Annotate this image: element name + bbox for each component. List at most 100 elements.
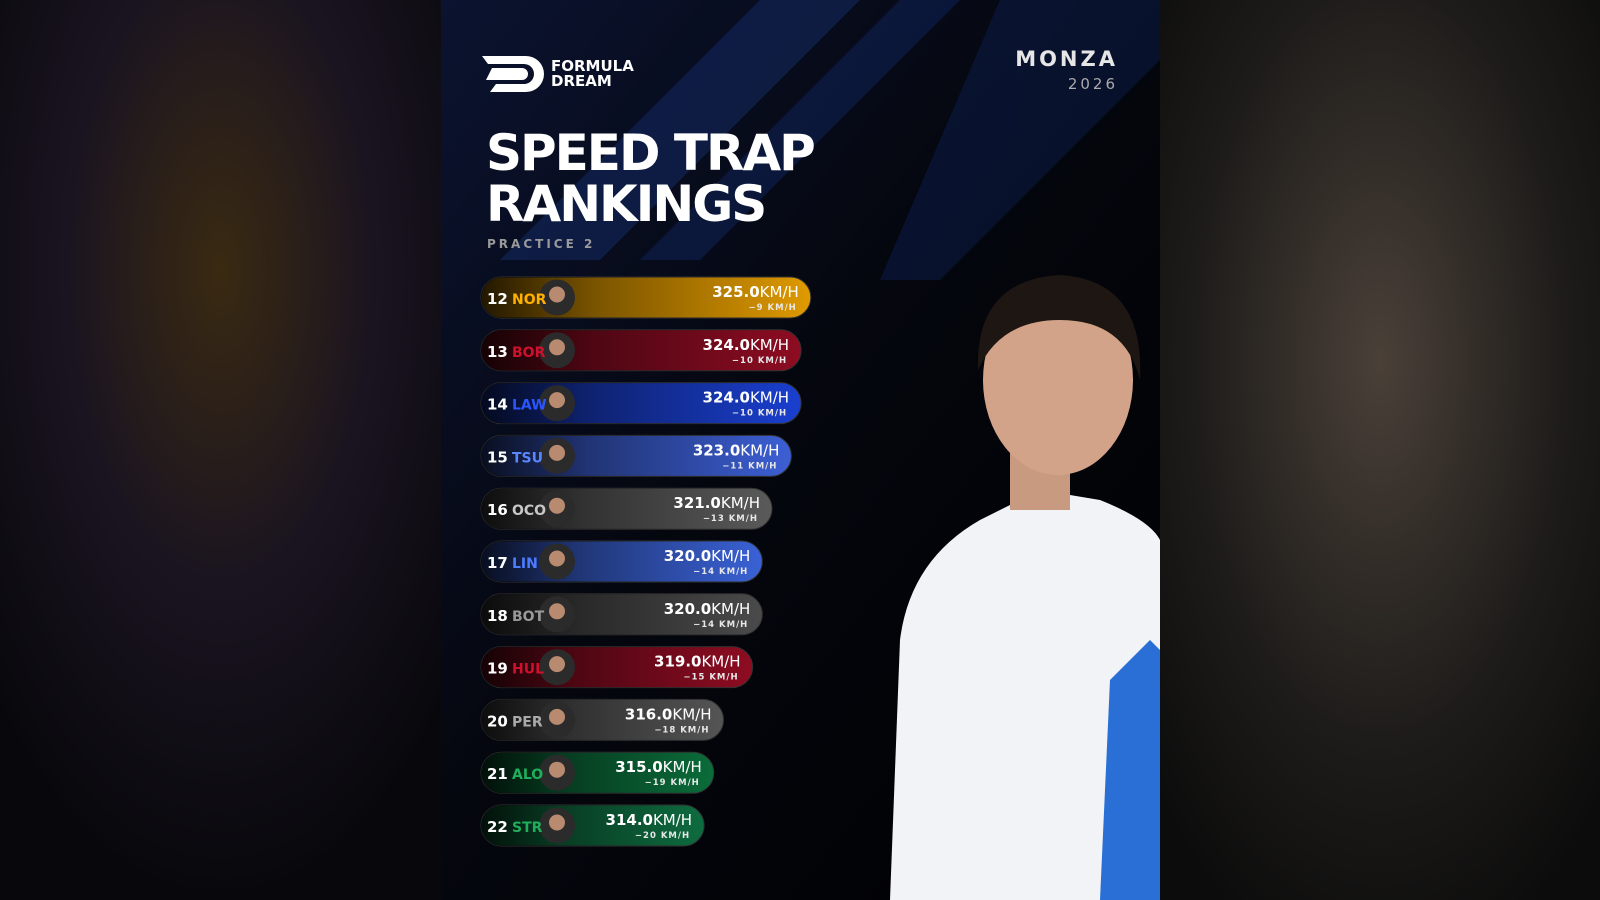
- driver-code: BOT: [512, 609, 545, 625]
- driver-code: LIN: [512, 556, 538, 572]
- bar-shade: [481, 699, 724, 741]
- speed-value: 324.0: [703, 336, 750, 354]
- avatar-face: [549, 286, 565, 303]
- speed-value: 316.0: [625, 705, 672, 723]
- speed-value: 321.0: [673, 494, 720, 512]
- avatar-face: [549, 656, 565, 673]
- speed: 325.0KM/H: [712, 283, 799, 301]
- gap: −9 KM/H: [749, 303, 797, 313]
- suit-panel: [1100, 640, 1160, 900]
- brand-line: FORMULA: [551, 57, 634, 75]
- speed-value: 315.0: [615, 758, 662, 776]
- rank: 13: [487, 343, 508, 361]
- driver-code: NOR: [512, 292, 547, 308]
- gap: −14 KM/H: [693, 567, 748, 577]
- driver-code: OCO: [512, 503, 546, 519]
- stripe: [500, 0, 860, 260]
- speed: 321.0KM/H: [673, 494, 760, 512]
- rank: 20: [487, 712, 508, 730]
- speed-unit: KM/H: [663, 758, 702, 776]
- ranking-row: 12 NOR 325.0KM/H −9 KM/H: [480, 276, 812, 319]
- blurred-left: [0, 0, 441, 900]
- speed-value: 314.0: [606, 811, 653, 829]
- speed-unit: KM/H: [672, 705, 711, 723]
- speed: 324.0KM/H: [703, 389, 790, 407]
- gap: −19 KM/H: [645, 778, 700, 788]
- avatar-face: [549, 761, 565, 778]
- speed-value: 325.0: [712, 283, 759, 301]
- gap: −20 KM/H: [635, 831, 690, 841]
- logo-mark: [482, 56, 544, 92]
- gap: −10 KM/H: [732, 409, 787, 419]
- rank: 22: [487, 818, 508, 836]
- suit: [890, 490, 1160, 900]
- avatar-face: [549, 444, 565, 461]
- gap: −18 KM/H: [654, 725, 709, 735]
- driver-code: HUL: [512, 662, 544, 678]
- subtitle: PRACTICE 2: [487, 237, 595, 251]
- avatar-face: [549, 339, 565, 356]
- avatar-face: [549, 497, 565, 514]
- speed-unit: KM/H: [701, 653, 740, 671]
- speed-value: 319.0: [654, 653, 701, 671]
- speed-unit: KM/H: [740, 441, 779, 459]
- driver-code: ALO: [512, 767, 543, 783]
- rank: 21: [487, 765, 508, 783]
- speed: 314.0KM/H: [606, 811, 693, 829]
- rank: 14: [487, 396, 508, 414]
- rank: 16: [487, 501, 508, 519]
- rank: 18: [487, 607, 508, 625]
- avatar-face: [549, 708, 565, 725]
- driver-code: TSU: [512, 450, 543, 466]
- avatar-face: [549, 550, 565, 567]
- gap: −10 KM/H: [732, 356, 787, 366]
- brand-line: DREAM: [551, 72, 612, 90]
- avatar-face: [549, 392, 565, 409]
- ranking-row: 17 LIN 320.0KM/H −14 KM/H: [480, 540, 763, 583]
- speed: 320.0KM/H: [664, 547, 751, 565]
- rank: 19: [487, 660, 508, 678]
- driver-photo: [890, 275, 1160, 900]
- speed: 323.0KM/H: [693, 441, 780, 459]
- speed: 315.0KM/H: [615, 758, 702, 776]
- title-line: SPEED TRAP: [486, 124, 814, 182]
- ranking-row: 14 LAW 324.0KM/H −10 KM/H: [480, 382, 802, 425]
- speed-unit: KM/H: [750, 389, 789, 407]
- logo: FORMULA DREAM: [482, 56, 634, 92]
- rankings: 12 NOR 325.0KM/H−9 KM/H13 BOR 324.0KM/H−10 K…: [480, 276, 812, 847]
- speed-unit: KM/H: [721, 494, 760, 512]
- gap: −15 KM/H: [683, 673, 738, 683]
- driver-code: BOR: [512, 345, 546, 361]
- driver-code: LAW: [512, 398, 547, 414]
- rank: 12: [487, 290, 508, 308]
- speed: 316.0KM/H: [625, 705, 712, 723]
- blurred-right: [1160, 0, 1600, 900]
- gap: −11 KM/H: [722, 461, 777, 471]
- title-line: RANKINGS: [486, 175, 765, 233]
- hair: [977, 275, 1141, 380]
- driver-code: STR: [512, 820, 543, 836]
- face: [983, 285, 1133, 475]
- stripe: [880, 0, 1160, 280]
- ranking-row: 21 ALO 315.0KM/H −19 KM/H: [480, 751, 715, 794]
- ranking-row: 22 STR 314.0KM/H −20 KM/H: [480, 804, 705, 847]
- speed-value: 324.0: [703, 389, 750, 407]
- speed-unit: KM/H: [750, 336, 789, 354]
- bar-shade: [481, 752, 714, 794]
- speed-unit: KM/H: [760, 283, 799, 301]
- stripes: [500, 0, 1160, 280]
- ranking-row: 16 OCO 321.0KM/H −13 KM/H: [480, 487, 773, 530]
- stripe: [640, 0, 960, 260]
- ranking-row: 20 PER 316.0KM/H −18 KM/H: [480, 698, 724, 741]
- rank: 17: [487, 554, 508, 572]
- speed: 319.0KM/H: [654, 653, 741, 671]
- speed-unit: KM/H: [711, 547, 750, 565]
- speed-unit: KM/H: [711, 600, 750, 618]
- speed-unit: KM/H: [653, 811, 692, 829]
- gap: −14 KM/H: [693, 620, 748, 630]
- speed-value: 320.0: [664, 600, 711, 618]
- avatar-face: [549, 814, 565, 831]
- speed-value: 323.0: [693, 441, 740, 459]
